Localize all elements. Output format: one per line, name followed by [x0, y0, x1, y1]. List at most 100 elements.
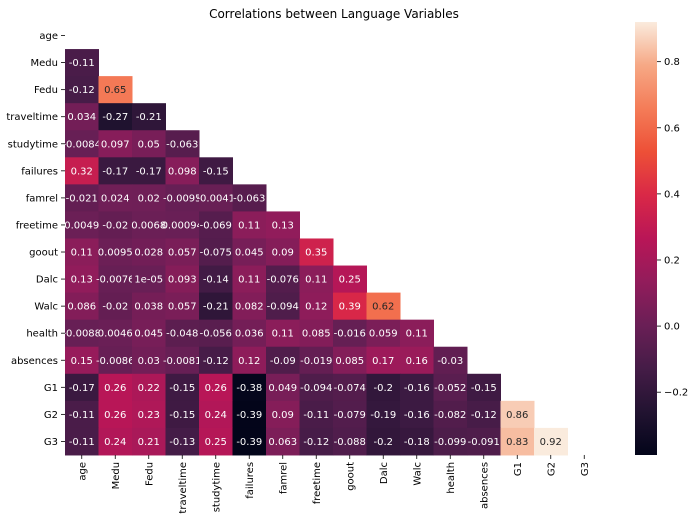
heatmap-cell — [98, 130, 133, 158]
heatmap-cell — [467, 373, 501, 402]
cell-value-label: -0.016 — [334, 329, 366, 340]
heatmap-cell — [65, 400, 99, 429]
heatmap-cell — [500, 427, 535, 456]
cell-value-label: -0.39 — [236, 437, 262, 448]
cell-value-label: 0.049 — [268, 383, 297, 394]
colorbar-gradient — [635, 22, 657, 455]
cell-value-label: 0.097 — [101, 139, 130, 150]
heatmap-cell — [65, 346, 99, 375]
cell-value-label: 0.11 — [406, 329, 428, 340]
cell-value-label: 0.16 — [406, 356, 428, 367]
heatmap-cell — [165, 292, 200, 321]
heatmap-cell — [199, 400, 233, 429]
cell-value-label: -0.12 — [69, 85, 95, 96]
heatmap-cell — [299, 292, 334, 321]
heatmap-cell — [534, 427, 568, 456]
cell-value-label: -0.069 — [200, 220, 232, 231]
heatmap-cell — [98, 373, 133, 402]
x-tick-label: studytime — [211, 462, 222, 512]
cell-value-label: -0.09 — [270, 356, 296, 367]
cell-value-label: -0.0081 — [163, 356, 202, 367]
heatmap-cell — [232, 346, 267, 375]
heatmap-cell — [299, 427, 334, 456]
heatmap-cell — [199, 238, 233, 267]
heatmap-cell — [433, 373, 468, 402]
cell-value-label: -0.2 — [373, 437, 393, 448]
x-tick-label: traveltime — [178, 462, 189, 514]
heatmap-cell — [232, 292, 267, 321]
heatmap-cell — [165, 346, 200, 375]
cell-value-label: 0.83 — [506, 437, 528, 448]
cell-value-label: -0.021 — [66, 193, 98, 204]
y-tick-label: G1 — [44, 383, 58, 394]
heatmap-cell — [65, 103, 99, 131]
cell-value-label: 0.11 — [305, 275, 327, 286]
cell-value-label: -0.094 — [267, 302, 299, 313]
cell-value-label: -0.079 — [334, 410, 366, 421]
cell-value-label: -0.27 — [102, 112, 128, 123]
cell-value-label: -0.075 — [200, 248, 232, 259]
cell-value-label: -0.2 — [373, 383, 393, 394]
colorbar-tick-label: 0.8 — [664, 57, 680, 68]
cell-value-label: 0.098 — [168, 166, 197, 177]
x-tick-label: freetime — [312, 462, 323, 504]
cell-value-label: 1e-05 — [134, 275, 163, 286]
cell-value-label: -0.082 — [434, 410, 466, 421]
cell-value-label: -0.0086 — [96, 356, 135, 367]
heatmap-cell — [98, 103, 133, 131]
heatmap-cell — [98, 211, 133, 239]
heatmap-cell — [199, 211, 233, 239]
cell-value-label: 0.063 — [268, 437, 297, 448]
heatmap-cell — [165, 211, 200, 239]
cell-value-label: -0.11 — [69, 437, 95, 448]
heatmap-cell — [132, 427, 166, 456]
heatmap-cell — [199, 157, 233, 185]
heatmap-cell — [98, 76, 133, 104]
x-tick-label: Medu — [111, 462, 122, 489]
cell-value-label: 0.057 — [168, 248, 197, 259]
heatmap-cell — [132, 238, 166, 267]
heatmap-cell — [232, 238, 267, 267]
heatmap-cell — [333, 346, 367, 375]
cell-value-label: 0.24 — [205, 410, 227, 421]
cell-value-label: -0.17 — [102, 166, 128, 177]
heatmap-cell — [199, 319, 233, 348]
heatmap-cell — [299, 346, 334, 375]
cell-value-label: 0.92 — [540, 437, 562, 448]
colorbar-ticks: −0.2 0.0 0.2 0.4 0.6 0.8 — [657, 57, 688, 399]
heatmap-cell — [199, 427, 233, 456]
cell-value-label: -0.12 — [203, 356, 229, 367]
heatmap-cells: -0.11-0.12 0.650.034 -0.27 -0.21-0.0084 0.09… — [62, 49, 568, 456]
heatmap-cell — [467, 427, 501, 456]
heatmap-cell — [400, 319, 434, 348]
y-tick-label: Walc — [34, 302, 58, 313]
cell-value-label: 0.03 — [138, 356, 160, 367]
cell-value-label: -0.063 — [233, 193, 265, 204]
heatmap-cell — [132, 103, 166, 131]
cell-value-label: 0.093 — [168, 275, 197, 286]
cell-value-label: -0.091 — [468, 437, 500, 448]
heatmap-cell — [165, 373, 200, 402]
cell-value-label: 0.00094 — [162, 220, 203, 231]
heatmap-cell — [98, 346, 133, 375]
heatmap-cell — [165, 130, 200, 158]
heatmap-cell — [65, 184, 99, 212]
cell-value-label: 0.045 — [235, 248, 264, 259]
heatmap-cell — [266, 400, 300, 429]
y-tick-label: failures — [21, 166, 58, 177]
heatmap-cell — [199, 346, 233, 375]
x-tick-label: G1 — [513, 462, 524, 476]
y-tick-label: absences — [11, 356, 58, 367]
cell-value-label: -0.16 — [404, 410, 430, 421]
y-tick-label: age — [39, 31, 58, 42]
heatmap-cell — [299, 319, 334, 348]
heatmap-cell — [65, 319, 99, 348]
y-tick-label: famrel — [26, 193, 58, 204]
cell-value-label: -0.074 — [334, 383, 366, 394]
cell-value-label: -0.14 — [203, 275, 229, 286]
x-tick-label: G2 — [546, 462, 557, 476]
heatmap-cell — [132, 319, 166, 348]
heatmap-cell — [232, 373, 267, 402]
heatmap-cell — [199, 184, 233, 212]
heatmap-cell — [165, 319, 200, 348]
